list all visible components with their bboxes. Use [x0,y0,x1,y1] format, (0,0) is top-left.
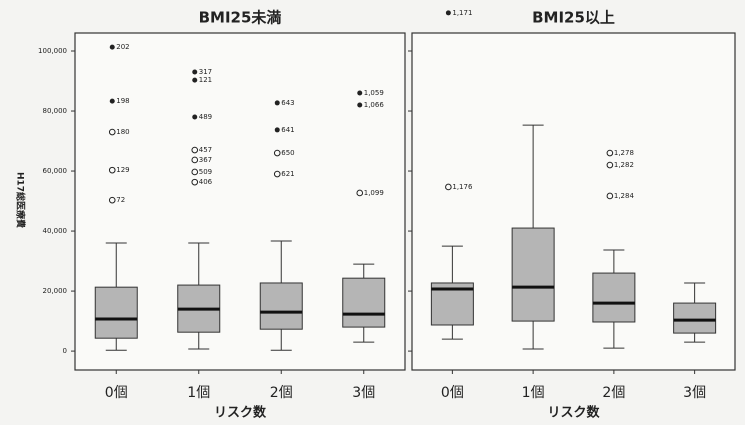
extreme-outlier [192,114,198,120]
y-tick-label: 100,000 [38,47,67,55]
extreme-outlier [445,10,451,16]
y-tick-label: 20,000 [43,287,68,295]
chart-title: BMI25以上 [532,9,615,27]
outlier-id: 202 [116,43,129,51]
outlier-id: 198 [116,97,129,105]
outlier-id: 180 [116,128,129,136]
box [673,302,717,334]
x-tick-label: 2個 [602,385,625,401]
outlier-id: 1,278 [614,149,634,157]
box [511,227,555,322]
x-tick-label: 1個 [187,385,210,401]
outlier-id: 406 [199,178,213,186]
outlier-id: 72 [116,196,125,204]
outlier-id: 457 [199,146,212,154]
extreme-outlier [109,44,115,50]
outlier [606,161,614,169]
outlier-id: 1,066 [364,101,385,109]
outlier-id: 509 [199,168,212,176]
outlier [108,196,116,204]
outlier [191,168,199,176]
outlier-id: 621 [281,170,294,178]
extreme-outlier [192,69,198,75]
outlier-id: 1,171 [452,9,472,17]
x-tick-label: 3個 [683,385,706,401]
x-axis-label: リスク数 [547,405,600,421]
outlier-id: 129 [116,166,129,174]
x-tick-label: 0個 [105,385,128,401]
box [94,286,138,339]
outlier [273,149,281,157]
outlier-id: 650 [281,149,294,157]
outlier-id: 643 [281,99,294,107]
x-tick-label: 3個 [352,385,375,401]
y-tick-label: 40,000 [43,227,68,235]
outlier [108,166,116,174]
extreme-outlier [192,77,198,83]
extreme-outlier [357,90,363,96]
extreme-outlier [274,127,280,133]
outlier-id: 1,099 [364,189,384,197]
y-tick-label: 0 [63,347,67,355]
extreme-outlier [357,102,363,108]
outlier-id: 121 [199,76,212,84]
outlier-id: 1,059 [364,89,384,97]
outlier-id: 1,284 [614,192,635,200]
outlier [273,170,281,178]
outlier-id: 1,176 [452,183,473,191]
outlier [606,149,614,157]
outlier [191,156,199,164]
extreme-outlier [109,98,115,104]
outlier-id: 317 [199,68,212,76]
y-tick-label: 60,000 [43,167,68,175]
outlier [108,128,116,136]
outlier-id: 367 [199,156,212,164]
outlier [356,189,364,197]
outlier [191,178,199,186]
outlier [606,192,614,200]
box [259,282,303,330]
outlier [191,146,199,154]
x-tick-label: 1個 [522,385,545,401]
box [342,277,386,328]
outlier-id: 489 [199,113,212,121]
x-tick-label: 0個 [441,385,464,401]
outlier-id: 641 [281,126,294,134]
x-axis-label: リスク数 [214,405,267,421]
extreme-outlier [274,100,280,106]
chart-title: BMI25未満 [199,9,282,27]
box [592,272,636,323]
x-tick-label: 2個 [270,385,293,401]
y-tick-label: 80,000 [43,107,68,115]
outlier-id: 1,282 [614,161,634,169]
outlier [445,183,452,191]
y-axis-label: H17総医療費 [15,172,27,228]
